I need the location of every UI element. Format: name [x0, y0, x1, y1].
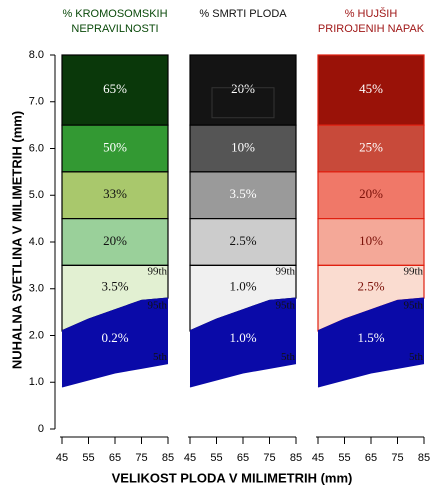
- y-tick-label: 2.0: [29, 329, 44, 341]
- area-fill: [318, 298, 424, 387]
- y-tick-label: 5.0: [29, 189, 44, 201]
- percentile-label: 5th: [153, 351, 168, 363]
- rate-label: 25%: [359, 139, 383, 154]
- percentile-label: 5th: [409, 351, 424, 363]
- percentile-label: 5th: [281, 351, 296, 363]
- rate-label: 2.5%: [229, 233, 256, 248]
- percentile-line: [317, 297, 425, 332]
- label-box: [211, 87, 275, 119]
- x-tick-label: 65: [109, 452, 121, 464]
- rate-label: 3.5%: [101, 279, 128, 294]
- percentile-line: [189, 362, 297, 388]
- x-tick-label: 55: [338, 452, 350, 464]
- rate-label: 10%: [359, 233, 383, 248]
- x-tick-label: 55: [82, 452, 94, 464]
- panel-title: % KROMOSOMSKIH: [62, 8, 167, 20]
- area-fill: [62, 298, 168, 387]
- rate-label: 20%: [231, 81, 255, 96]
- percentile-label: 99th: [275, 266, 295, 278]
- rate-label: 20%: [359, 186, 383, 201]
- panel-title: % HUJŠIH: [345, 7, 398, 20]
- y-tick-label: 6.0: [29, 142, 44, 154]
- x-tick-label: 45: [184, 452, 196, 464]
- percentile-label: 99th: [403, 266, 423, 278]
- band: [61, 124, 169, 173]
- x-tick-label: 45: [56, 452, 68, 464]
- band: [317, 218, 425, 266]
- rate-label: 10%: [231, 139, 255, 154]
- x-tick-label: 65: [237, 452, 249, 464]
- rate-label: 2.5%: [357, 279, 384, 294]
- percentile-label: 95th: [403, 300, 423, 312]
- percentile-label: 95th: [275, 300, 295, 312]
- band: [189, 124, 297, 173]
- percentile-label: 95th: [147, 300, 167, 312]
- rate-label: 1.0%: [229, 279, 256, 294]
- y-tick-label: 1.0: [29, 376, 44, 388]
- x-tick-label: 65: [365, 452, 377, 464]
- panel-title: PRIROJENIH NAPAK: [318, 23, 425, 35]
- band: [189, 218, 297, 266]
- rate-label: 65%: [103, 81, 127, 96]
- band: [189, 54, 297, 126]
- rate-label: 20%: [103, 233, 127, 248]
- rate-label: 45%: [359, 81, 383, 96]
- y-tick-label: 4.0: [29, 236, 44, 248]
- percentile-line: [61, 297, 169, 332]
- percentile-line: [61, 362, 169, 388]
- x-tick-label: 75: [263, 452, 275, 464]
- x-tick-label: 85: [418, 452, 430, 464]
- y-axis-label: NUHALNA SVETLINA V MILIMETRIH (mm): [9, 111, 24, 369]
- y-tick-label: 8.0: [29, 49, 44, 61]
- rate-label: 0.2%: [101, 330, 128, 345]
- rate-label: 1.5%: [357, 330, 384, 345]
- band: [317, 171, 425, 220]
- x-tick-label: 75: [135, 452, 147, 464]
- x-tick-label: 55: [210, 452, 222, 464]
- rate-label: 33%: [103, 186, 127, 201]
- panel-title: NEPRAVILNOSTI: [71, 23, 158, 35]
- band: [61, 54, 169, 126]
- x-tick-label: 85: [162, 452, 174, 464]
- band: [61, 218, 169, 266]
- percentile-line: [189, 297, 297, 332]
- y-tick-label: 0: [38, 423, 44, 435]
- y-tick-label: 7.0: [29, 96, 44, 108]
- x-tick-label: 45: [312, 452, 324, 464]
- y-tick-label: 3.0: [29, 283, 44, 295]
- x-tick-label: 75: [391, 452, 403, 464]
- rate-label: 50%: [103, 139, 127, 154]
- band: [317, 54, 425, 126]
- band: [317, 124, 425, 173]
- area-fill: [190, 298, 296, 387]
- x-tick-label: 85: [290, 452, 302, 464]
- rate-label: 3.5%: [229, 186, 256, 201]
- x-axis-label: VELIKOST PLODA V MILIMETRIH (mm): [112, 470, 353, 485]
- panel-title: % SMRTI PLODA: [199, 8, 287, 20]
- percentile-line: [317, 362, 425, 388]
- rate-label: 1.0%: [229, 330, 256, 345]
- percentile-label: 99th: [147, 266, 167, 278]
